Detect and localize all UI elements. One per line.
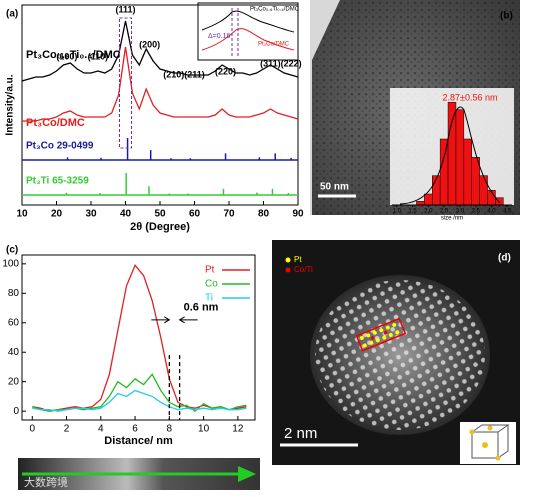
x-axis-label: Distance/ nm: [104, 435, 173, 447]
inset-label: Pt₃Co₀.₆Ti₀.₄/DMC: [250, 7, 300, 13]
data-line: [32, 373, 247, 413]
peak-label: (210): [163, 69, 184, 79]
stem-image: [272, 240, 520, 465]
peak-label: (311): [260, 58, 281, 68]
peak-label: (200): [139, 39, 160, 49]
x-tick-label: 40: [120, 209, 132, 220]
histogram-bar: [416, 201, 425, 206]
histogram-bar: [455, 109, 465, 206]
peak-label: (222): [281, 58, 302, 68]
data-line: [32, 389, 247, 412]
x-tick-label: 50: [154, 209, 166, 220]
histogram-bar: [424, 193, 433, 206]
x-tick-label: 1.0: [393, 209, 402, 215]
y-tick-label: 100: [2, 258, 19, 269]
peak-box: [119, 17, 132, 149]
legend-label: Co: [205, 279, 218, 290]
x-tick-label: 70: [223, 209, 235, 220]
scale-bar-label: 2 nm: [284, 425, 317, 442]
inset-label: Pt₃Co/DMC: [258, 42, 290, 48]
legend-label: Pt: [205, 265, 215, 276]
watermark: 大数跨境: [24, 475, 68, 489]
x-tick-label: 60: [189, 209, 201, 220]
mean-label: 2.87±0.56 nm: [443, 92, 498, 102]
reference-label: Pt₃Co 29-0499: [26, 141, 94, 152]
x-tick-label: 10: [16, 209, 28, 220]
histogram-bar: [463, 138, 472, 206]
x-tick-label: 6: [132, 424, 138, 435]
y-tick-label: 80: [8, 288, 20, 299]
x-tick-label: 4: [98, 424, 104, 435]
x-tick-label: 3.0: [456, 209, 465, 215]
legend-label: Pt: [294, 255, 302, 264]
dimension-arrows: [151, 316, 198, 324]
reference-label: Pt₃Ti 65-3259: [26, 176, 89, 187]
x-tick-label: 2.0: [424, 209, 433, 215]
x-tick-label: 90: [292, 209, 304, 220]
x-tick-label: 30: [85, 209, 97, 220]
line-scan-image: [18, 458, 260, 490]
histogram-bar: [439, 138, 449, 206]
y-tick-label: 20: [8, 376, 20, 387]
fit-curve: [399, 106, 501, 205]
data-line: [21, 20, 299, 82]
x-tick-label: 20: [51, 209, 63, 220]
x-tick-label: 12: [232, 424, 244, 435]
inset-delta: Δ=0.16: [208, 33, 230, 40]
y-tick-label: 60: [8, 317, 20, 328]
panel-label: (b): [500, 11, 513, 22]
peak-label: (100): [56, 51, 77, 61]
dimension-label: 0.6 nm: [184, 302, 219, 314]
peak-label: (110): [88, 51, 109, 61]
x-tick-label: 1.5: [408, 209, 417, 215]
x-axis-label: size /nm: [441, 216, 463, 222]
y-axis-label: Intensity/a.u.: [5, 74, 16, 135]
scale-bar-label: 50 nm: [320, 182, 349, 193]
x-tick-label: 3.5: [472, 209, 481, 215]
x-tick-label: 4.0: [487, 209, 496, 215]
x-tick-label: 8: [167, 424, 173, 435]
x-tick-label: 80: [258, 209, 270, 220]
data-line: [22, 46, 299, 122]
x-tick-label: 2.5: [440, 209, 449, 215]
x-tick-label: 2: [64, 424, 70, 435]
series-label: Pt₃Co₀.₆Ti₀.₄/DMC: [26, 49, 121, 61]
histogram-bar: [471, 157, 480, 206]
xrd-inset: [197, 2, 299, 61]
x-tick-label: 4.5: [503, 209, 512, 215]
y-tick-label: 0: [13, 406, 19, 417]
x-tick-label: 0: [29, 424, 35, 435]
legend-label: Co/Ti: [294, 265, 313, 274]
legend-label: Ti: [205, 293, 213, 304]
series-label: Pt₃Co/DMC: [26, 117, 85, 129]
panel-label: (a): [6, 9, 18, 20]
x-axis-label: 2θ (Degree): [130, 221, 190, 233]
panel-label: (d): [498, 253, 511, 264]
peak-label: (220): [215, 66, 236, 76]
plot-frame: [21, 254, 256, 421]
histogram-bar: [479, 175, 488, 206]
peak-label: (211): [184, 69, 205, 79]
histogram-bar: [447, 102, 457, 206]
panel-label: (c): [6, 245, 18, 256]
x-tick-label: 10: [198, 424, 210, 435]
y-tick-label: 40: [8, 347, 20, 358]
peak-label: (111): [115, 4, 135, 14]
